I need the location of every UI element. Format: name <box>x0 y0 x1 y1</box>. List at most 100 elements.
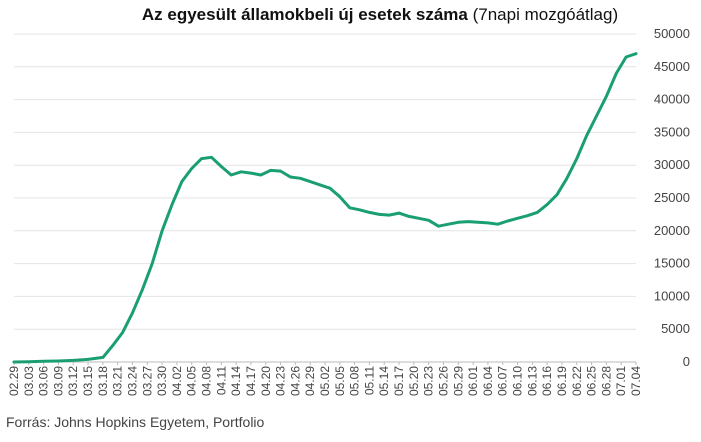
data-point <box>27 360 30 363</box>
x-tick-label: 03.15 <box>81 366 95 396</box>
x-tick-label: 06.07 <box>496 366 510 396</box>
data-point <box>190 167 193 170</box>
data-point <box>496 223 499 226</box>
data-point <box>575 157 578 160</box>
x-tick-label: 04.02 <box>170 366 184 396</box>
data-point <box>338 195 341 198</box>
x-tick-label: 07.04 <box>629 366 643 396</box>
data-point <box>388 213 391 217</box>
y-tick-label: 20000 <box>654 223 690 238</box>
x-tick-label: 03.06 <box>37 366 51 396</box>
data-point <box>457 221 460 224</box>
data-point <box>141 288 144 291</box>
data-point <box>476 221 480 224</box>
data-point <box>318 183 322 187</box>
x-tick-label: 05.29 <box>451 366 465 396</box>
data-point <box>397 211 401 215</box>
x-tick-label: 02.29 <box>7 366 21 396</box>
data-point <box>101 356 105 359</box>
data-point <box>624 55 628 59</box>
chart-title: Az egyesült államokbeli új esetek száma … <box>0 5 701 25</box>
data-point <box>57 359 60 363</box>
x-tick-label: 05.08 <box>348 366 362 396</box>
data-point <box>417 217 420 220</box>
x-tick-label: 05.17 <box>392 366 406 396</box>
data-point <box>111 344 114 347</box>
data-point <box>151 262 154 265</box>
data-point <box>328 187 332 190</box>
x-tick-label: 06.28 <box>599 366 613 396</box>
data-point <box>526 214 529 217</box>
data-point <box>634 52 638 55</box>
data-point <box>42 360 45 363</box>
x-tick-label: 03.12 <box>66 366 80 396</box>
data-point <box>585 134 588 137</box>
data-point <box>516 217 519 220</box>
y-tick-label: 45000 <box>654 59 690 74</box>
x-tick-label: 03.27 <box>140 366 154 396</box>
data-point <box>536 211 539 214</box>
x-tick-label: 06.19 <box>555 366 569 396</box>
x-tick-label: 06.25 <box>585 366 599 396</box>
x-tick-label: 05.14 <box>377 366 391 396</box>
data-point <box>486 221 490 225</box>
data-point <box>437 225 440 228</box>
data-point <box>555 193 559 196</box>
x-tick-label: 04.29 <box>303 366 317 396</box>
y-axis-ticks: 0 5000 10000 15000 20000 25000 30000 35000 40000… <box>654 26 690 369</box>
gridlines <box>14 33 636 363</box>
x-tick-label: 05.26 <box>436 366 450 396</box>
data-point <box>407 215 411 218</box>
data-point <box>259 173 262 177</box>
data-point <box>368 211 371 214</box>
y-tick-label: 30000 <box>654 157 690 172</box>
y-tick-label: 35000 <box>654 124 690 139</box>
data-point <box>86 358 90 361</box>
data-point <box>467 220 470 223</box>
data-point <box>447 223 450 226</box>
source-note: Forrás: Johns Hopkins Egyetem, Portfolio <box>6 414 265 430</box>
title-main: Az egyesült államokbeli új esetek száma <box>141 5 468 24</box>
data-point <box>595 114 598 118</box>
data-point <box>131 311 134 314</box>
data-point <box>605 95 608 98</box>
data-point <box>121 331 124 334</box>
y-tick-label: 0 <box>683 354 690 369</box>
x-tick-label: 03.30 <box>155 366 169 396</box>
data-point <box>72 359 75 362</box>
data-point <box>249 171 253 175</box>
x-tick-label: 04.20 <box>259 366 273 396</box>
data-point <box>299 177 302 180</box>
data-point <box>358 208 361 211</box>
data-point <box>309 180 312 183</box>
x-tick-label: 05.11 <box>362 366 376 395</box>
y-tick-label: 50000 <box>654 26 690 41</box>
data-point <box>289 175 292 179</box>
x-tick-label: 03.24 <box>125 366 139 396</box>
data-point <box>230 173 233 177</box>
y-tick-label: 5000 <box>661 321 690 336</box>
x-tick-label: 06.13 <box>525 366 539 396</box>
x-tick-label: 06.01 <box>466 366 480 396</box>
data-point <box>279 169 282 173</box>
title-subtitle: (7napi mozgóátlag) <box>472 5 619 24</box>
y-tick-label: 10000 <box>654 288 690 303</box>
x-tick-label: 06.16 <box>540 366 554 396</box>
y-tick-label: 25000 <box>654 190 690 205</box>
data-point <box>269 169 272 172</box>
data-point <box>348 206 351 209</box>
x-tick-label: 04.26 <box>288 366 302 396</box>
data-point <box>160 229 164 232</box>
data-point <box>200 157 203 160</box>
data-point <box>378 213 381 216</box>
data-point <box>545 203 549 206</box>
x-tick-label: 04.08 <box>200 366 214 396</box>
x-tick-label: 05.02 <box>318 366 332 396</box>
x-tick-label: 03.21 <box>111 366 125 396</box>
x-axis-ticks: 02.29 03.03 03.06 03.09 03.12 03.15 03.18 03.21… <box>7 362 643 396</box>
data-point <box>220 165 223 168</box>
data-point <box>180 180 183 183</box>
data-point <box>506 219 509 223</box>
data-point <box>427 219 430 222</box>
x-tick-label: 04.14 <box>229 366 243 396</box>
